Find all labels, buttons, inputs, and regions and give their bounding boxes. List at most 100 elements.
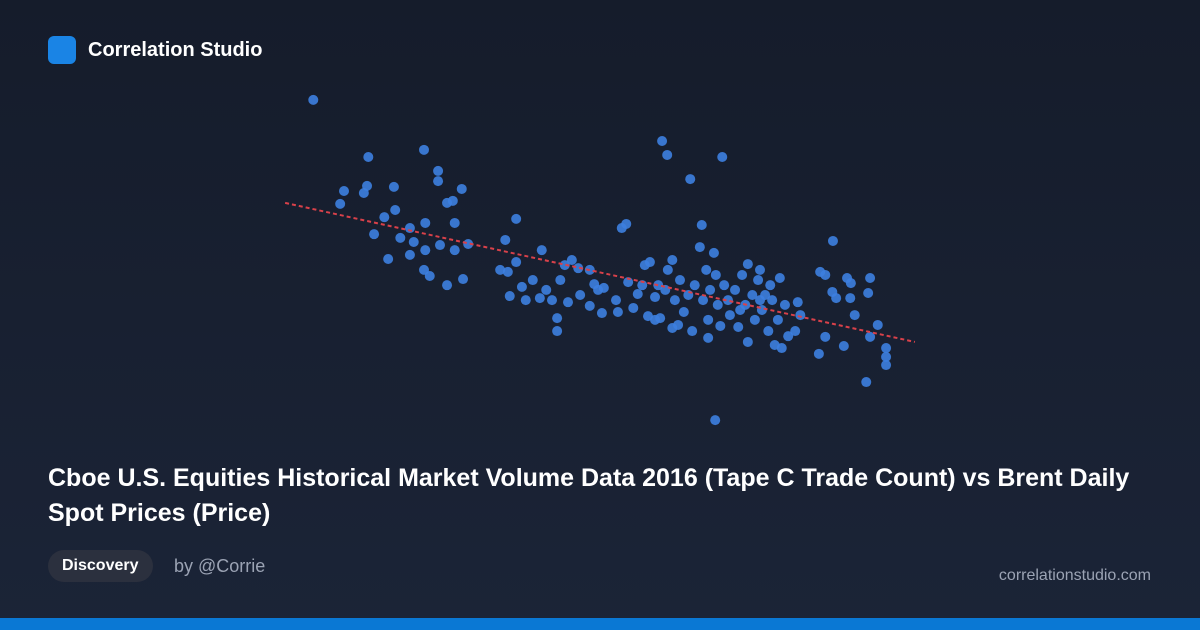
point [379, 212, 390, 223]
point [575, 290, 586, 301]
point [541, 284, 552, 295]
point [653, 280, 664, 291]
point [527, 275, 538, 286]
point [547, 295, 557, 306]
point [701, 264, 712, 275]
point [881, 343, 892, 354]
point [632, 289, 643, 299]
point [628, 302, 639, 313]
point [456, 183, 467, 194]
author[interactable]: by @Corrie [174, 556, 266, 576]
site-url[interactable]: correlationstudio.com [998, 567, 1151, 584]
point [687, 326, 698, 337]
point [737, 269, 748, 280]
point [536, 245, 547, 256]
point [650, 314, 661, 325]
point [792, 297, 803, 308]
point [657, 136, 668, 146]
point [820, 331, 831, 342]
point [845, 278, 856, 289]
point [831, 293, 842, 304]
point [611, 295, 621, 306]
point [447, 195, 458, 206]
point [703, 314, 714, 325]
point [776, 343, 787, 354]
point [698, 295, 709, 306]
point [710, 269, 721, 280]
point [573, 263, 584, 274]
logo [48, 36, 76, 64]
point [511, 213, 522, 224]
point [763, 326, 774, 337]
point [730, 284, 741, 295]
point [404, 223, 415, 234]
point [335, 198, 346, 209]
point [783, 331, 794, 342]
point [433, 176, 444, 187]
point [667, 323, 678, 333]
point [838, 341, 849, 352]
point [694, 242, 705, 253]
point [881, 351, 892, 362]
point [566, 255, 577, 265]
point [747, 290, 758, 301]
point [650, 292, 661, 303]
point [433, 165, 444, 176]
point [339, 185, 349, 196]
point [308, 94, 319, 105]
point [755, 295, 765, 306]
point [689, 280, 700, 291]
point [363, 151, 374, 162]
point [703, 332, 714, 343]
point [419, 144, 429, 155]
point [733, 321, 744, 332]
point [662, 264, 673, 275]
point [662, 149, 673, 160]
point [845, 293, 856, 304]
point [712, 299, 723, 310]
point [563, 297, 573, 308]
point [735, 304, 746, 315]
point [644, 257, 655, 268]
point [383, 253, 394, 264]
point [449, 245, 460, 256]
point [742, 259, 753, 270]
point [753, 275, 764, 286]
point [358, 188, 369, 199]
point [715, 320, 726, 331]
point [404, 249, 415, 260]
point [621, 218, 632, 229]
tag[interactable]: Discovery [48, 550, 153, 582]
point [881, 360, 892, 371]
point [504, 291, 515, 302]
point [420, 245, 431, 256]
point [442, 280, 453, 291]
point [424, 270, 435, 281]
point [790, 326, 801, 337]
point [449, 217, 460, 228]
point [820, 269, 831, 280]
point [390, 205, 401, 216]
point [669, 295, 680, 306]
point [719, 280, 730, 291]
point [813, 348, 824, 359]
point [685, 174, 696, 185]
trend-line [284, 201, 916, 343]
point [696, 219, 707, 230]
point [772, 314, 783, 325]
point [749, 314, 760, 325]
point [420, 217, 431, 228]
point [552, 326, 563, 337]
point [675, 275, 685, 286]
chart-title: Cboe U.S. Equities Historical Market Vol… [48, 464, 1130, 527]
point [369, 229, 380, 240]
point [495, 264, 506, 275]
point [705, 284, 716, 295]
point [795, 310, 806, 321]
point [660, 284, 671, 295]
point [584, 300, 595, 311]
point [534, 293, 545, 304]
point [511, 257, 522, 268]
point [637, 280, 648, 291]
